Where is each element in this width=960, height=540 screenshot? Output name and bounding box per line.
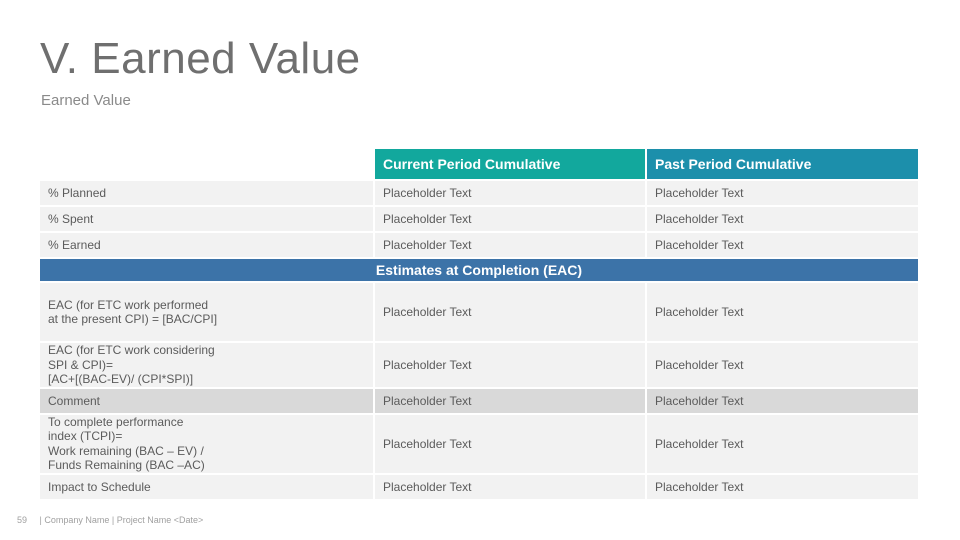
table-header-row: Current Period Cumulative Past Period Cu… — [40, 149, 918, 181]
page-number: 59 — [17, 515, 28, 525]
past-value: Placeholder Text — [645, 283, 918, 343]
row-label: % Spent — [40, 207, 373, 233]
header-blank-cell — [40, 149, 373, 181]
current-value: Placeholder Text — [373, 181, 645, 207]
past-value: Placeholder Text — [645, 343, 918, 389]
slide-subtitle: Earned Value — [41, 92, 131, 109]
table-row: % Earned Placeholder Text Placeholder Te… — [40, 233, 918, 259]
current-value: Placeholder Text — [373, 233, 645, 259]
header-current-period: Current Period Cumulative — [373, 149, 645, 181]
row-label: To complete performance index (TCPI)= Wo… — [40, 414, 373, 475]
section-row-eac: Estimates at Completion (EAC) — [40, 259, 918, 283]
table-row: % Spent Placeholder Text Placeholder Tex… — [40, 207, 918, 233]
row-label: Comment — [40, 388, 373, 415]
current-value: Placeholder Text — [373, 207, 645, 233]
past-value: Placeholder Text — [645, 207, 918, 233]
table-row: EAC (for ETC work performed at the prese… — [40, 283, 918, 343]
table-row: EAC (for ETC work considering SPI & CPI)… — [40, 343, 918, 389]
table-row: Impact to Schedule Placeholder Text Plac… — [40, 474, 918, 501]
row-label: EAC (for ETC work performed at the prese… — [40, 283, 373, 343]
current-value: Placeholder Text — [373, 388, 645, 415]
table-row: To complete performance index (TCPI)= Wo… — [40, 414, 918, 475]
row-label: EAC (for ETC work considering SPI & CPI)… — [40, 343, 373, 389]
current-value: Placeholder Text — [373, 474, 645, 501]
earned-value-table: Current Period Cumulative Past Period Cu… — [40, 149, 918, 501]
row-label: % Earned — [40, 233, 373, 259]
header-past-period: Past Period Cumulative — [645, 149, 918, 181]
section-heading-eac: Estimates at Completion (EAC) — [40, 259, 918, 283]
past-value: Placeholder Text — [645, 181, 918, 207]
past-value: Placeholder Text — [645, 474, 918, 501]
past-value: Placeholder Text — [645, 388, 918, 415]
row-label: Impact to Schedule — [40, 474, 373, 501]
table-row-comment: Comment Placeholder Text Placeholder Tex… — [40, 388, 918, 415]
table-row: % Planned Placeholder Text Placeholder T… — [40, 181, 918, 207]
row-label: % Planned — [40, 181, 373, 207]
past-value: Placeholder Text — [645, 233, 918, 259]
slide-footer: 59 | Company Name | Project Name <Date> — [17, 515, 203, 525]
past-value: Placeholder Text — [645, 414, 918, 475]
current-value: Placeholder Text — [373, 283, 645, 343]
current-value: Placeholder Text — [373, 414, 645, 475]
footer-text: | Company Name | Project Name <Date> — [39, 515, 204, 525]
current-value: Placeholder Text — [373, 343, 645, 389]
slide-title: V. Earned Value — [40, 34, 361, 83]
